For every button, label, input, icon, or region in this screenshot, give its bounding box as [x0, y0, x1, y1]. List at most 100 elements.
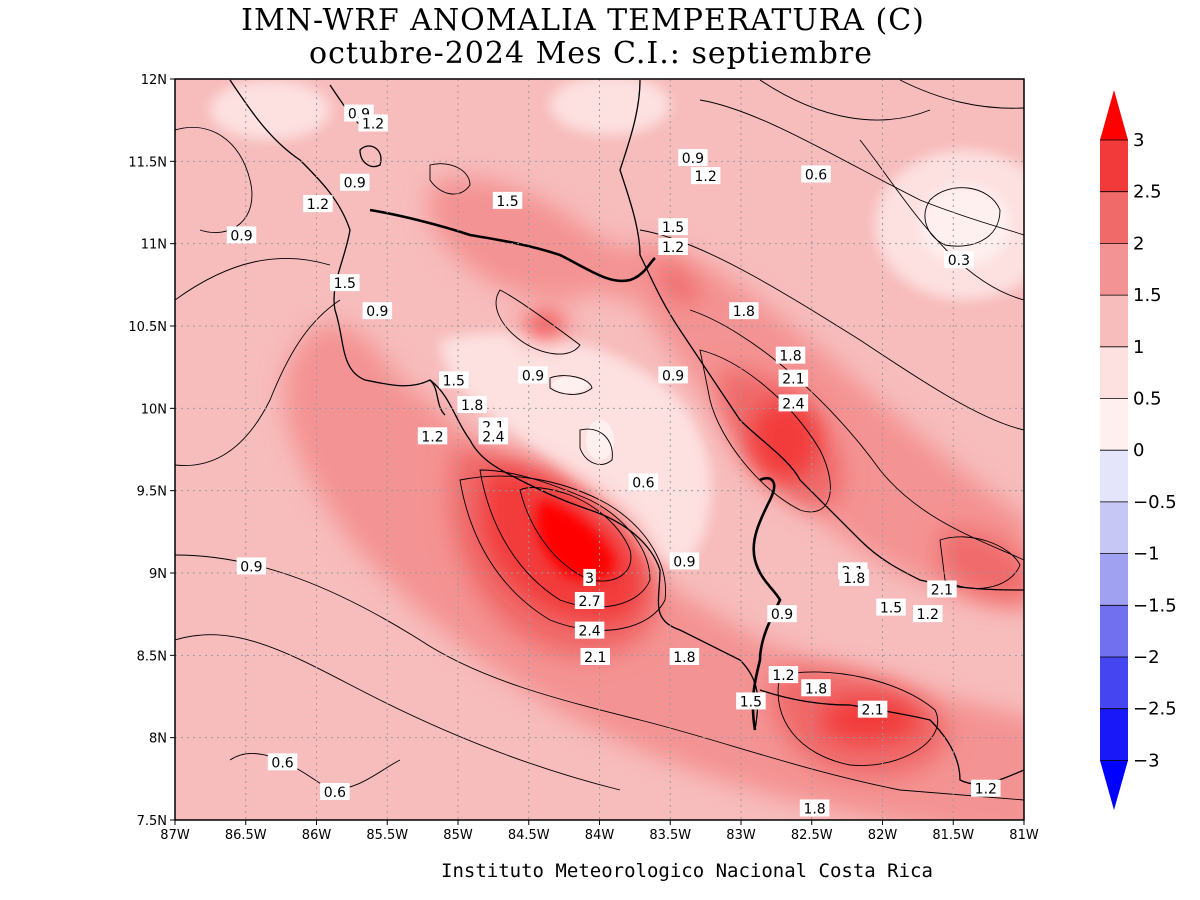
contour-label-bg	[583, 568, 596, 586]
contour-label-bg	[768, 666, 799, 684]
contour-label: 0.9	[662, 368, 684, 384]
y-tick-label: 11N	[141, 238, 167, 253]
contour-label-bg	[303, 195, 333, 213]
contour-label: 1.8	[461, 398, 483, 414]
contour-label-bg	[457, 396, 487, 414]
contour-label: 1.5	[443, 373, 465, 389]
contour-label: 1.8	[843, 571, 865, 587]
colorbar-label: 0.5	[1133, 389, 1162, 410]
contour-label: 0.9	[230, 228, 252, 244]
x-tick-label: 85W	[443, 828, 473, 843]
anomaly-field: 0.9 1.2 0.9 1.2 0.6 0.9 1.5 1.2 0.9 1.5 1.2 0.3 1.5 0…	[175, 79, 1024, 820]
contour-label-bg	[580, 647, 611, 665]
x-tick-label: 84.5W	[508, 828, 550, 843]
contour-label: 2.7	[578, 594, 600, 610]
y-tick-label: 9.5N	[137, 485, 167, 500]
contour-label: 1.8	[733, 304, 755, 320]
contour-label-bg	[358, 114, 388, 132]
x-tick-label: 83W	[726, 828, 756, 843]
contour-label-bg	[362, 302, 393, 320]
contour-label-bg	[839, 568, 869, 586]
y-axis: 12N 11.5N 11N 10.5N 10N 9.5N 9N 8.5N 8N 7.5N	[128, 73, 175, 829]
x-tick-label: 84W	[585, 828, 615, 843]
contour-label-bg	[801, 679, 831, 697]
contour-label: 2.1	[782, 372, 804, 388]
y-tick-label: 8N	[149, 732, 167, 747]
contour-label: 2.4	[578, 624, 600, 640]
x-tick-label: 82.5W	[791, 828, 833, 843]
colorbar-segment	[1100, 398, 1128, 451]
colorbar-segment	[1100, 140, 1128, 193]
x-tick-label: 83.5W	[649, 828, 691, 843]
contour-label-bg	[320, 783, 350, 801]
contour-label: 1.8	[805, 681, 827, 697]
contour-label-bg	[417, 427, 448, 445]
contour-label: 0.6	[632, 475, 654, 491]
contour-label: 3	[585, 571, 594, 587]
contour-label-bg	[658, 218, 688, 236]
contour-label-bg	[492, 191, 523, 209]
x-tick-label: 81W	[1009, 828, 1039, 843]
contour-label: 1.2	[772, 668, 794, 684]
x-tick-label: 81.5W	[932, 828, 974, 843]
title-line-1: IMN-WRF ANOMALIA TEMPERATURA (C)	[241, 3, 925, 38]
colorbar-segment	[1100, 605, 1128, 658]
contour-label-bg	[736, 692, 766, 710]
colorbar-segment	[1100, 295, 1128, 348]
colorbar-label: −0.5	[1133, 492, 1177, 513]
colorbar-label: −3	[1133, 750, 1160, 771]
contour-label-bg	[944, 251, 974, 269]
colorbar: 3 2.5 2 1.5 1 0.5 0 −0.5 −1 −1.5 −2 −2.5 −3	[1100, 90, 1177, 810]
contour-label-bg	[518, 366, 548, 384]
contour-label: 0.9	[682, 151, 704, 167]
contour-label-bg	[339, 173, 370, 191]
y-tick-label: 10.5N	[128, 320, 167, 335]
contour-label-bg	[330, 274, 360, 292]
contour-label: 0.3	[948, 253, 970, 269]
contour-label: 1.2	[694, 169, 716, 185]
contour-label: 0.6	[324, 785, 346, 801]
title-line-2: octubre-2024 Mes C.I.: septiembre	[309, 36, 873, 71]
contour-label: 1.8	[779, 349, 801, 365]
colorbar-label: −2.5	[1133, 699, 1177, 720]
contour-label-bg	[876, 598, 906, 616]
contour-label-bg	[669, 552, 700, 570]
contour-label-bg	[226, 226, 257, 244]
contour-label-bg	[574, 591, 605, 609]
contour-label: 1.5	[880, 601, 902, 617]
contour-label-bg	[478, 427, 509, 445]
contour-label: 2.4	[482, 429, 504, 445]
contour-label-bg	[971, 779, 1001, 797]
colorbar-segment	[1100, 450, 1128, 503]
colorbar-label: 1	[1133, 337, 1144, 358]
x-tick-label: 86W	[302, 828, 332, 843]
y-tick-label: 9N	[149, 567, 167, 582]
colorbar-segment	[1100, 501, 1128, 555]
colorbar-label: 1.5	[1133, 285, 1162, 306]
contour-label-bg	[658, 237, 688, 255]
contour-label: 1.2	[917, 607, 939, 623]
contour-label-bg	[767, 605, 797, 623]
contour-label-bg	[801, 165, 831, 183]
shading-max	[536, 500, 615, 580]
contour-label-bg	[658, 366, 688, 384]
contour-label: 1.8	[673, 650, 695, 666]
contour-label-bg	[439, 371, 469, 389]
contour-label: 1.2	[662, 240, 684, 256]
colorbar-label: 2.5	[1133, 182, 1162, 203]
colorbar-bottom-arrow	[1100, 760, 1128, 810]
contour-label: 1.2	[421, 429, 443, 445]
contour-label-bg	[913, 605, 943, 623]
colorbar-label: 2	[1133, 233, 1144, 254]
contour-label: 1.5	[662, 220, 684, 236]
contour-label: 2.4	[782, 396, 804, 412]
colorbar-segment	[1100, 553, 1128, 606]
contour-label-bg	[778, 369, 809, 387]
contour-label-bg	[775, 346, 806, 364]
contour-label: 2.1	[584, 650, 606, 666]
contour-label: 1.2	[307, 197, 329, 213]
contour-label: 2.1	[861, 703, 883, 719]
contour-label-bg	[927, 580, 957, 598]
colorbar-segment	[1100, 191, 1128, 244]
